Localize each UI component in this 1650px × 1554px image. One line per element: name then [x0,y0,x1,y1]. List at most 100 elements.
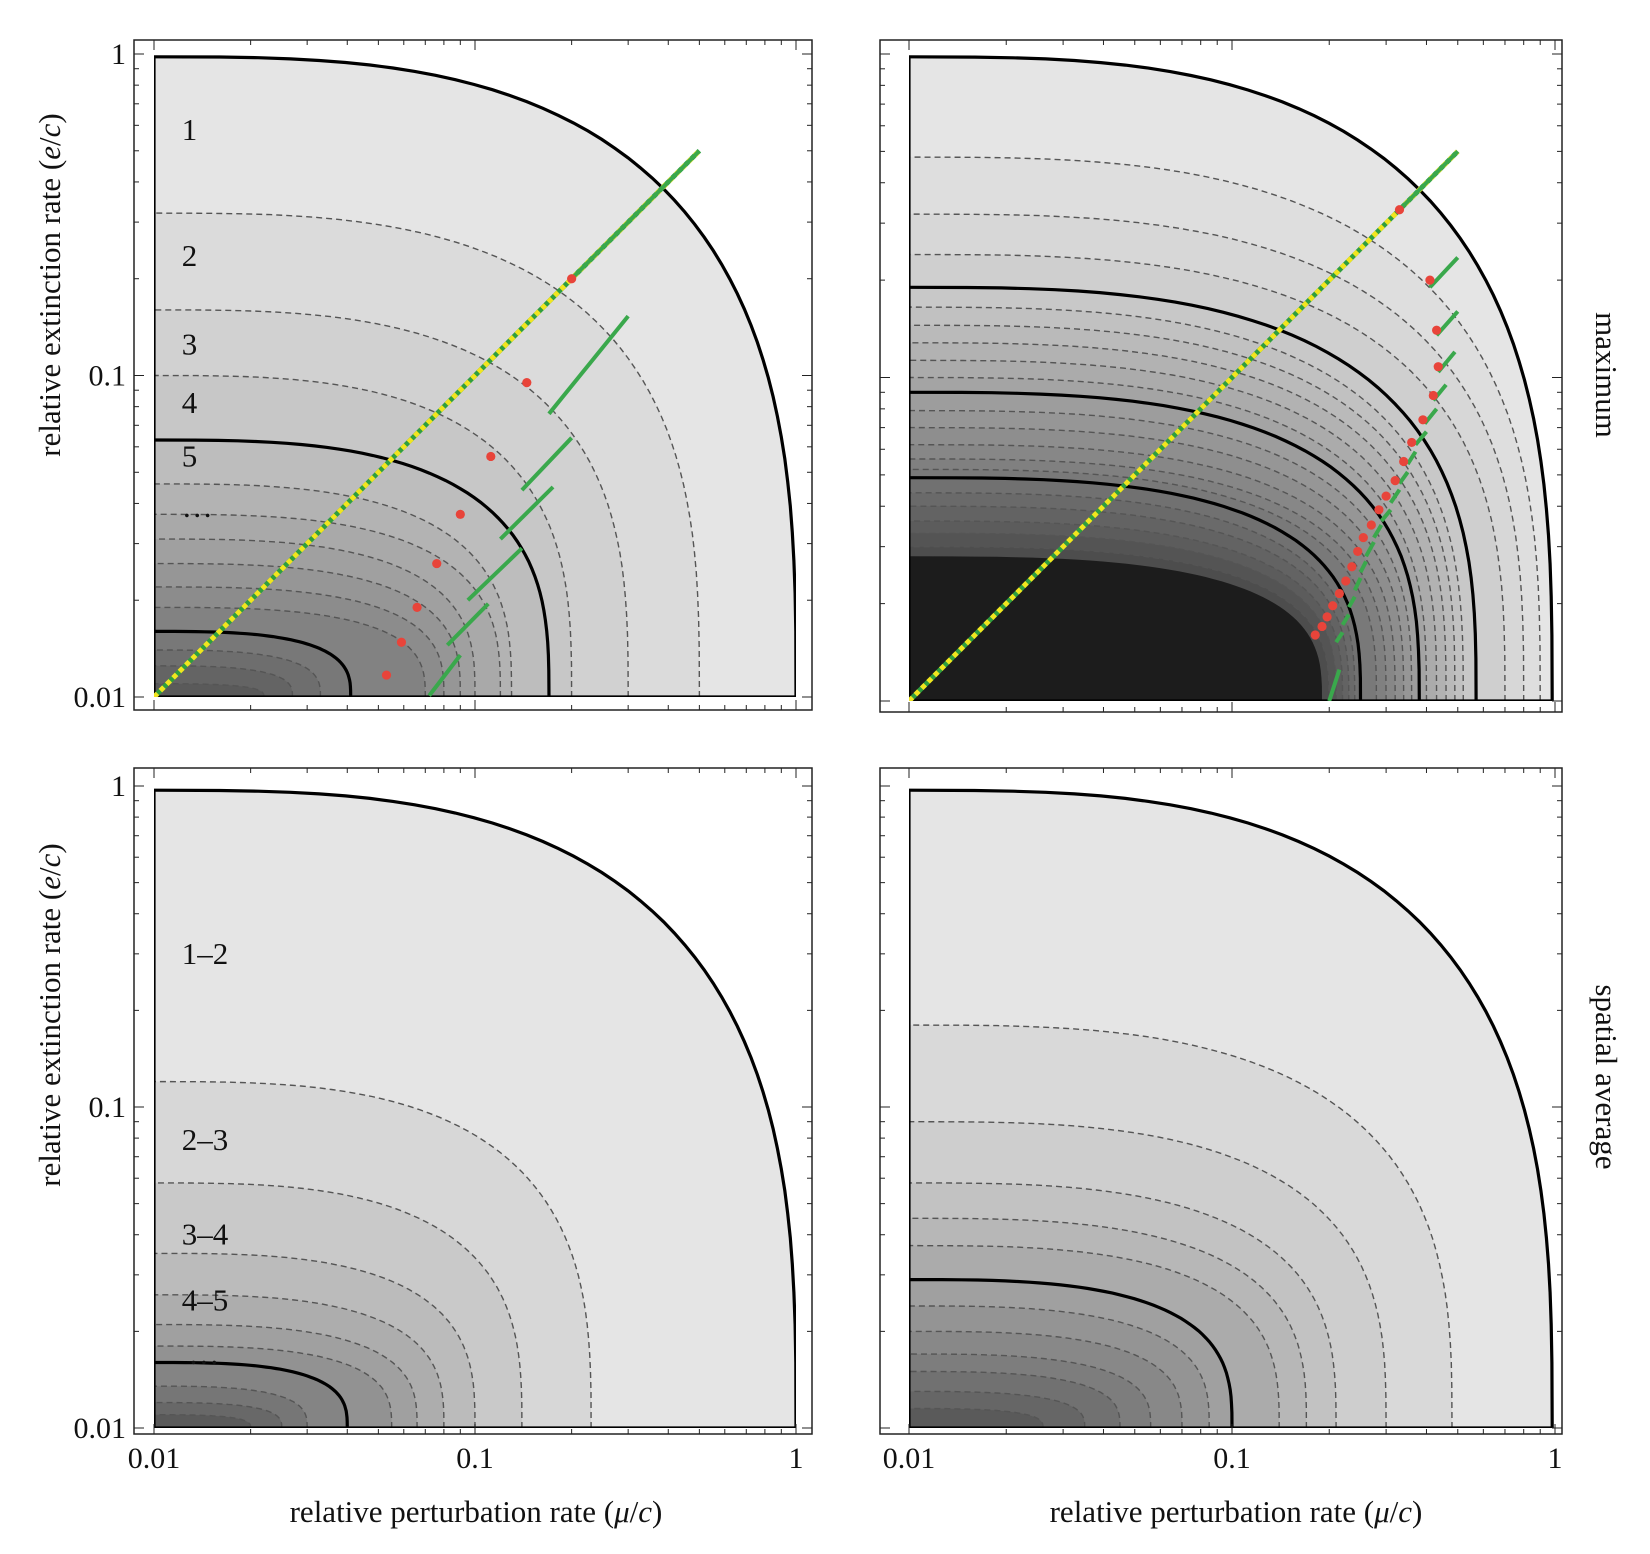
green-segment [466,546,524,602]
y-tick-label: 0.01 [74,1412,127,1445]
green-segment [499,485,555,541]
contour-line-dashed [909,376,1428,701]
contour-line-dashed [154,562,461,697]
red-point [1394,205,1405,215]
plot-area [909,788,1554,1428]
contour-line-solid [909,390,1421,701]
red-point [1334,588,1344,599]
region-label: 3 [182,326,198,361]
contour-line-dashed [909,253,1506,701]
red-point [432,558,442,569]
contour-line-solid [154,629,353,697]
contour-line-dashed [154,1414,252,1428]
red-point [1341,576,1351,586]
region-label: 1 [182,112,198,147]
green-segment [427,653,462,697]
red-point [1390,476,1400,486]
red-point [567,274,577,284]
red-point [1353,546,1363,557]
red-point [1433,362,1443,372]
region-label: 3–4 [182,1217,229,1252]
red-point [1432,325,1442,335]
contour-line-dashed [909,532,1337,701]
contour-line-solid [909,476,1363,701]
region-label: … [188,1336,219,1371]
contour-line-dashed [154,483,513,697]
contour-line-dashed [154,649,322,697]
green-segment [445,602,490,647]
contour-line-dashed [909,546,1330,701]
region-label: 4 [182,385,198,420]
contour-line-dashed [154,1182,523,1428]
contour-line-dashed [909,342,1447,701]
region-label: 5 [182,438,198,473]
panel-bottom-left: 1–2 2–3 3–4 4–5 … 0.01 0.1 1 0.01 0.1 1 [74,767,813,1475]
region-label: 4–5 [182,1282,229,1317]
red-point [522,378,532,388]
x-tick-label: 1 [789,1442,804,1475]
red-point [455,509,465,519]
contour-line-dashed [909,458,1387,701]
y-axis-title-top: relative extinction rate (e/c) [32,113,67,456]
green-segment [1428,256,1460,289]
green-segment [1379,508,1393,523]
red-point [1381,491,1391,501]
contour-line-dashed [154,538,476,697]
green-segment [1413,430,1428,446]
contour-band [909,1408,1043,1428]
red-point [1407,437,1417,448]
red-point [1328,601,1338,611]
contour-band [154,683,264,697]
red-point [1322,612,1332,622]
contour-line-dashed [909,409,1413,701]
y-tick-label: 1 [111,38,126,71]
red-point [396,637,407,647]
red-point [381,670,392,680]
contour-line-dashed [909,1370,1121,1428]
region-label: … [182,489,213,524]
contour-line-dashed [154,374,573,697]
green-segment [1397,470,1410,485]
red-point [1317,621,1327,632]
green-segment [1389,488,1402,504]
contour-line-dashed [909,468,1378,701]
contour-line-dashed [909,1407,1044,1428]
contour-line-dashed [909,444,1396,701]
green-segment [547,314,630,416]
region-label: 1–2 [182,936,229,971]
red-point [1399,456,1409,467]
contour-line-dashed [909,426,1405,701]
plot-area [154,788,796,1428]
contour-line-dashed [909,156,1541,701]
red-point [1358,532,1368,543]
contour-line-dashed [909,213,1525,701]
contour-line-dashed [154,1323,418,1428]
row-label-maximum: maximum [1589,312,1624,438]
green-segment [520,436,574,492]
contour-line-dashed [154,1401,283,1428]
contour-line-dashed [909,1330,1183,1428]
red-point [1366,520,1376,530]
contour-line-dashed [154,1252,476,1428]
contour-line-dashed [154,665,294,697]
contour-band [154,1414,251,1428]
red-point [1347,562,1357,572]
green-segment [1364,541,1376,558]
red-point [486,451,496,462]
green-segment [1340,613,1351,626]
y-tick-label: 0.1 [89,360,127,393]
contour-line-dashed [909,1305,1210,1428]
green-segment [1334,631,1345,644]
contour-line-dashed [154,513,502,697]
red-point [1310,630,1320,640]
y-tick-label: 0.1 [89,1091,127,1124]
row-label-spatial-average: spatial average [1589,984,1624,1169]
contour-line-dashed [154,212,701,697]
x-tick-label: 0.01 [128,1442,181,1475]
contour-line-solid [154,438,551,697]
contour-line-dashed [154,309,629,697]
x-tick-label: 1 [1548,1442,1563,1475]
panel-top-right [879,39,1563,713]
region-label: 2 [182,238,198,273]
